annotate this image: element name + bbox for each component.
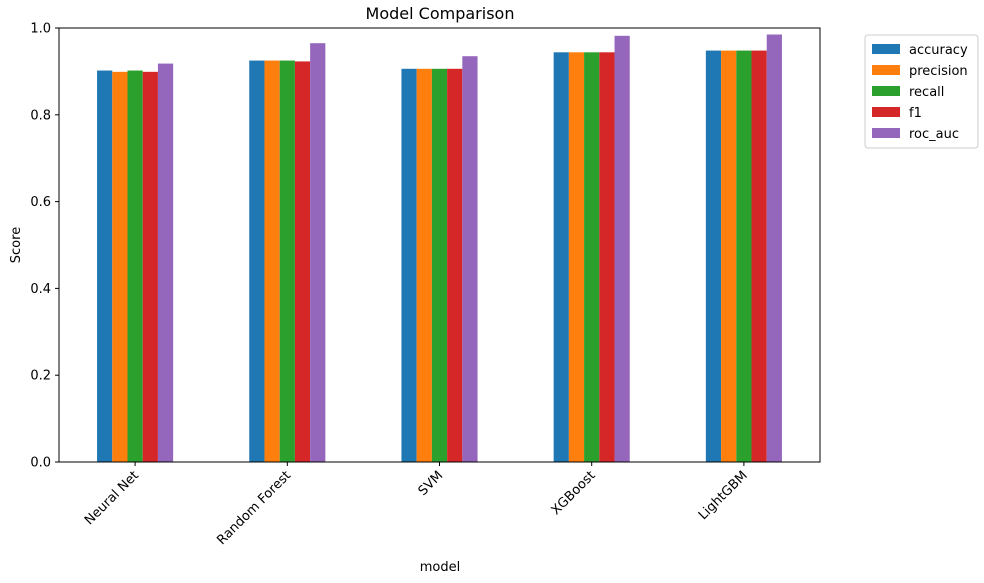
bar-f1-svm <box>447 68 463 463</box>
legend-swatch-accuracy <box>872 44 900 54</box>
chart-title: Model Comparison <box>366 4 515 23</box>
bar-precision-lightgbm <box>721 50 737 462</box>
y-axis: 0.0 0.2 0.4 0.6 0.8 1.0 <box>30 22 59 471</box>
bar-precision-neural-net <box>112 71 128 462</box>
bar-recall-lightgbm <box>736 50 752 462</box>
bar-accuracy-neural-net <box>97 70 113 462</box>
x-tick-label: SVM <box>416 468 447 499</box>
y-tick-label: 0.4 <box>30 282 51 297</box>
x-tick-label: Random Forest <box>214 468 294 548</box>
bar-f1-neural-net <box>142 71 158 462</box>
x-tick-label: XGBoost <box>549 468 599 518</box>
bar-roc_auc-random-forest <box>310 43 326 462</box>
legend: accuracy precision recall f1 roc_auc <box>864 34 979 149</box>
bar-accuracy-xgboost <box>553 52 569 463</box>
y-tick-label: 0.6 <box>30 195 51 210</box>
bars-layer <box>97 34 782 463</box>
legend-label-f1: f1 <box>909 106 922 121</box>
legend-swatch-roc_auc <box>872 128 900 138</box>
y-tick-label: 0.2 <box>30 369 51 384</box>
legend-swatch-f1 <box>872 107 900 117</box>
plot-frame <box>58 27 821 463</box>
legend-swatch-recall <box>872 86 900 96</box>
legend-label-precision: precision <box>909 64 968 79</box>
bar-recall-neural-net <box>127 70 143 462</box>
bar-roc_auc-svm <box>462 56 478 463</box>
legend-box <box>864 34 979 149</box>
bar-roc_auc-neural-net <box>157 63 174 463</box>
bar-precision-xgboost <box>568 52 585 463</box>
y-tick-label: 0.0 <box>30 456 51 471</box>
legend-label-accuracy: accuracy <box>909 43 968 58</box>
y-axis-label: Score <box>9 227 24 263</box>
bar-f1-random-forest <box>294 61 311 463</box>
x-tick-label: Neural Net <box>82 468 142 528</box>
x-axis: Neural Net Random Forest SVM XGBoost LightGB… <box>82 462 751 548</box>
y-tick-label: 1.0 <box>30 22 51 37</box>
x-axis-label: model <box>420 560 460 575</box>
bar-accuracy-random-forest <box>249 60 265 463</box>
bar-accuracy-lightgbm <box>705 50 722 462</box>
bar-accuracy-svm <box>401 68 417 463</box>
x-tick-label: LightGBM <box>696 468 751 523</box>
bar-f1-lightgbm <box>751 50 767 462</box>
legend-label-roc_auc: roc_auc <box>909 127 959 142</box>
bar-f1-xgboost <box>599 52 615 463</box>
bar-recall-random-forest <box>279 60 295 463</box>
y-tick-label: 0.8 <box>30 108 51 123</box>
bar-recall-xgboost <box>584 52 600 463</box>
legend-label-recall: recall <box>909 85 944 100</box>
bar-roc_auc-xgboost <box>614 35 630 463</box>
legend-swatch-precision <box>872 65 900 75</box>
bar-recall-svm <box>431 68 448 463</box>
bar-roc_auc-lightgbm <box>766 34 782 462</box>
bar-precision-random-forest <box>264 60 280 463</box>
bar-precision-svm <box>416 68 432 463</box>
